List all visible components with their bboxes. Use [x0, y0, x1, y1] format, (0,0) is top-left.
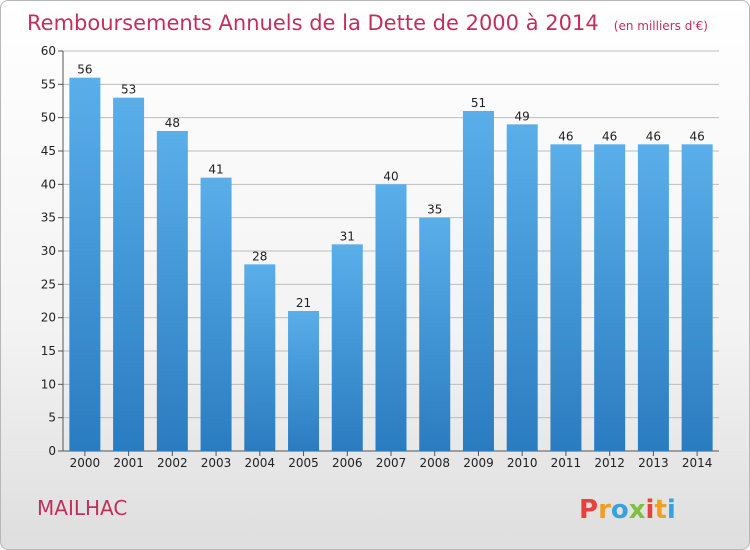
bar-2000: [69, 77, 101, 452]
y-tick-label: 20: [41, 311, 56, 325]
bar-2008: [419, 217, 451, 451]
y-tick-label: 40: [41, 177, 56, 191]
y-tick-label: 15: [41, 344, 56, 358]
value-label-2002: 48: [165, 116, 180, 130]
x-tick-label-2008: 2008: [419, 456, 450, 470]
logo-letter: r: [598, 495, 611, 525]
value-label-2010: 49: [515, 109, 530, 123]
y-tick-label: 60: [41, 44, 56, 58]
x-tick-label-2010: 2010: [507, 456, 538, 470]
x-tick-label-2007: 2007: [376, 456, 407, 470]
x-tick-label-2009: 2009: [463, 456, 494, 470]
y-tick-label: 0: [48, 444, 56, 458]
value-label-2005: 21: [296, 296, 311, 310]
y-tick-label: 5: [48, 411, 56, 425]
proxiti-logo: Proxiti: [579, 495, 676, 525]
value-label-2001: 53: [121, 83, 136, 97]
y-tick-label: 50: [41, 111, 56, 125]
logo-letter: i: [646, 495, 655, 525]
x-tick-label-2000: 2000: [70, 456, 101, 470]
bar-2012: [594, 144, 626, 452]
chart-title: Remboursements Annuels de la Dette de 20…: [27, 11, 708, 35]
bar-2011: [550, 144, 582, 452]
y-tick-label: 30: [41, 244, 56, 258]
value-label-2007: 40: [383, 169, 398, 183]
logo-letter: i: [667, 495, 676, 525]
chart-title-text: Remboursements Annuels de la Dette de 20…: [27, 11, 599, 35]
bar-2004: [244, 264, 276, 451]
y-tick-label: 25: [41, 277, 56, 291]
x-tick-label-2004: 2004: [245, 456, 276, 470]
chart-unit-text: (en milliers d'€): [614, 19, 708, 33]
commune-name: MAILHAC: [37, 496, 127, 520]
y-tick-label: 10: [41, 377, 56, 391]
value-label-2009: 51: [471, 96, 486, 110]
logo-letter: P: [579, 495, 598, 525]
logo-letter: t: [654, 495, 666, 525]
x-tick-label-2001: 2001: [113, 456, 144, 470]
bar-2014: [681, 144, 713, 452]
x-tick-label-2005: 2005: [288, 456, 319, 470]
x-tick-label-2011: 2011: [551, 456, 582, 470]
y-tick-label: 55: [41, 77, 56, 91]
x-tick-label-2013: 2013: [638, 456, 669, 470]
bar-2007: [375, 184, 407, 452]
value-label-2008: 35: [427, 203, 442, 217]
bar-2002: [156, 131, 188, 451]
x-axis-ticks: 2000 2001 2002 2003 2004 2005 2006 2007 2008 2009…: [70, 451, 713, 470]
x-tick-label-2002: 2002: [157, 456, 188, 470]
logo-letter: o: [611, 495, 629, 525]
bar-2010: [506, 124, 538, 451]
value-label-2006: 31: [340, 229, 355, 243]
y-tick-label: 35: [41, 211, 56, 225]
bar-2006: [331, 244, 363, 451]
bar-2013: [637, 144, 669, 452]
value-label-2012: 46: [602, 129, 617, 143]
bars: 56 53 48 41 28 21 31 40 35 51 49 46 46 46 46: [69, 63, 713, 452]
x-tick-label-2006: 2006: [332, 456, 363, 470]
y-tick-label: 45: [41, 144, 56, 158]
y-axis-ticks: 0 5 10 15 20 25 30 35 40 45 50 55 60: [41, 44, 63, 458]
bar-2001: [113, 97, 145, 452]
bar-2005: [288, 311, 320, 451]
x-tick-label-2003: 2003: [201, 456, 232, 470]
x-tick-label-2012: 2012: [594, 456, 625, 470]
value-label-2011: 46: [558, 129, 573, 143]
x-tick-label-2014: 2014: [682, 456, 713, 470]
value-label-2013: 46: [646, 129, 661, 143]
bar-2009: [462, 111, 494, 451]
value-label-2014: 46: [689, 129, 704, 143]
bar-2003: [200, 177, 232, 451]
value-label-2003: 41: [208, 163, 223, 177]
value-label-2004: 28: [252, 249, 267, 263]
logo-letter: x: [629, 495, 646, 525]
value-label-2000: 56: [77, 63, 92, 77]
